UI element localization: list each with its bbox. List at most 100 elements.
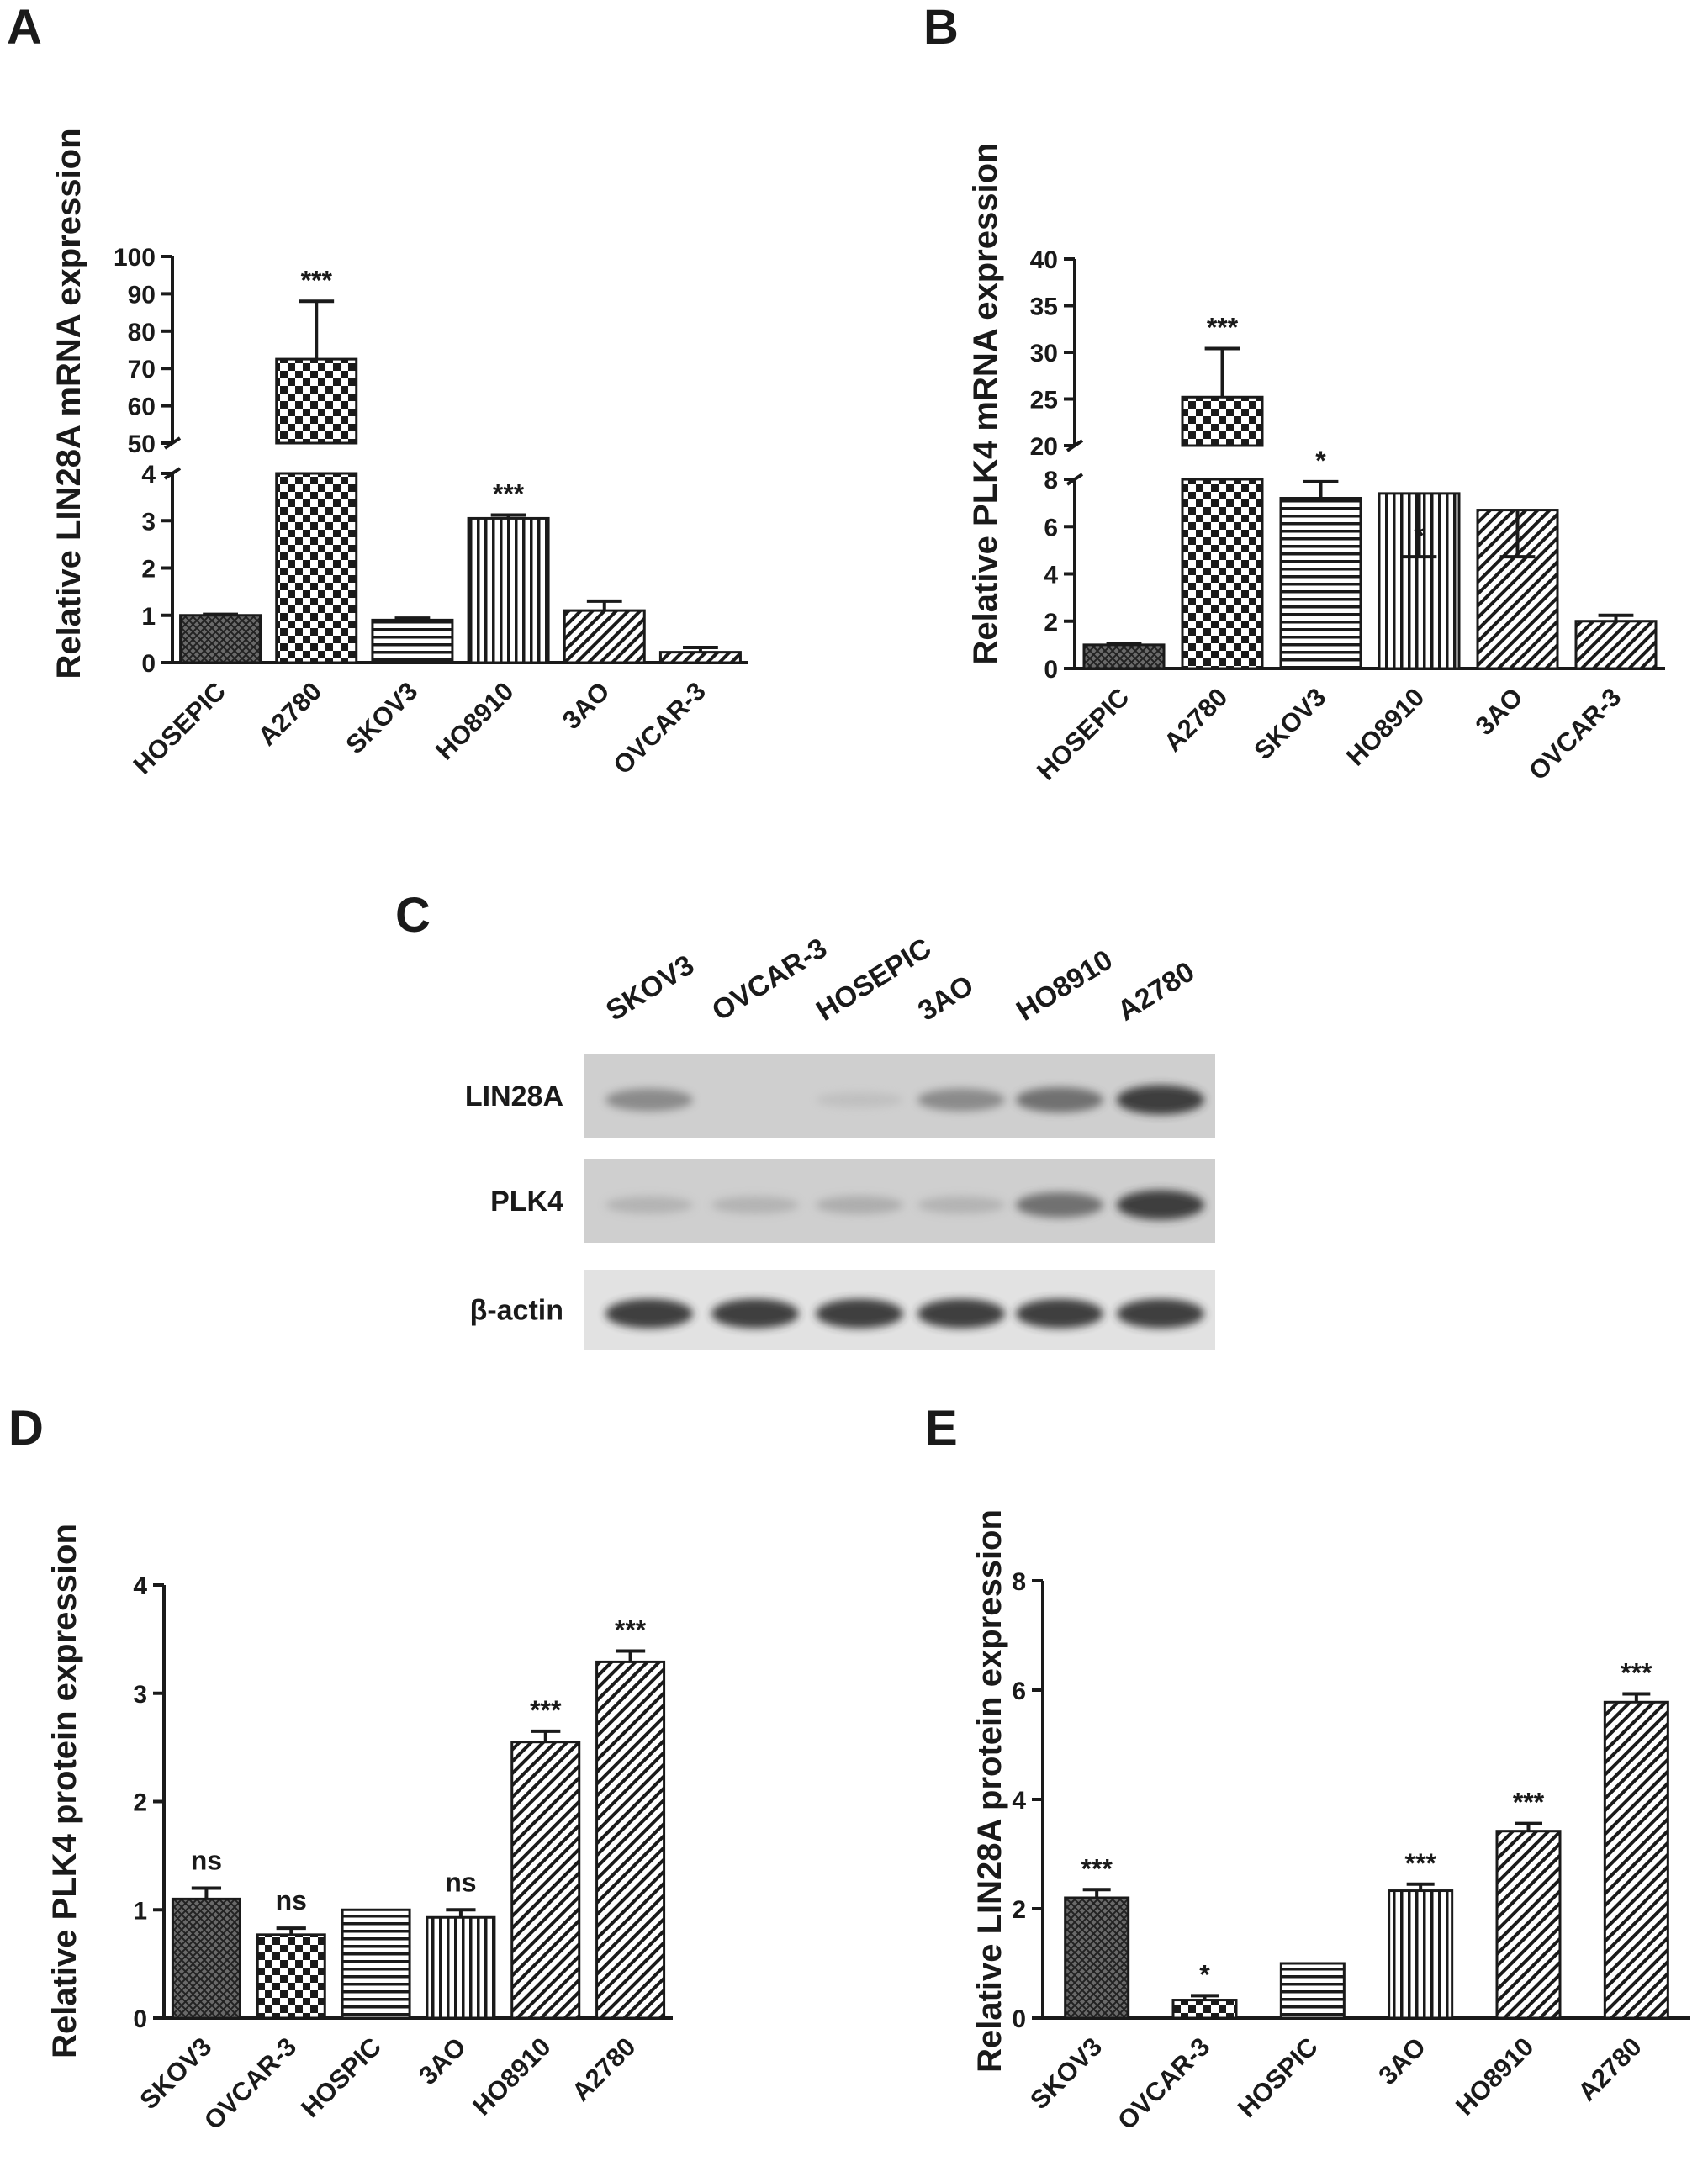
significance-label: ***	[1081, 1853, 1113, 1884]
x-category-label: 3AO	[1470, 682, 1529, 741]
bar-skov3	[171, 1897, 241, 2020]
x-category-label: HOSPIC	[295, 2032, 387, 2123]
bar-skov3	[1064, 1896, 1130, 2020]
bar-3ao	[1388, 1889, 1454, 2020]
x-category-label: HOSEPIC	[128, 676, 231, 779]
y-tick-label: 70	[128, 356, 156, 383]
x-category-label: HOSPIC	[1232, 2032, 1324, 2123]
y-tick-label: 30	[1030, 340, 1058, 367]
significance-label: ***	[530, 1695, 562, 1725]
x-category-label: HOSEPIC	[1031, 682, 1134, 785]
significance-label: ***	[1513, 1788, 1545, 1818]
panel-letter-e: E	[925, 1401, 958, 1456]
x-category-label: HO8910	[1340, 682, 1430, 771]
y-tick-label: 2	[1012, 1896, 1026, 1924]
bar-ovcar-3	[1171, 1999, 1238, 2020]
significance-label: ***	[1404, 1848, 1436, 1878]
x-category-label: A2780	[1572, 2032, 1647, 2106]
chart-panel-b: 0 2 4 6 8 20 25 30 35 40 Relative PLK4 mRNA expres…	[967, 143, 1665, 786]
blot-band	[605, 1196, 693, 1214]
bar-ho8910	[510, 1741, 581, 2020]
blot-band	[1016, 1192, 1103, 1218]
bar-3ao	[563, 609, 646, 664]
bar-skov3	[1279, 497, 1362, 670]
y-tick-label: 8	[1044, 467, 1058, 494]
y-tick-label: 3	[133, 1681, 147, 1709]
significance-label: ns	[191, 1846, 222, 1876]
y-tick-label: 1	[141, 603, 156, 631]
y-tick-label: 25	[1030, 387, 1058, 415]
blot-band	[1016, 1298, 1103, 1329]
bar-a2780-lower	[275, 472, 358, 664]
significance-label: *	[1315, 446, 1326, 476]
x-category-label: OVCAR-3	[1523, 682, 1626, 785]
blot-band	[605, 1088, 693, 1112]
x-category-label: HO8910	[430, 676, 519, 765]
x-category-label: SKOV3	[134, 2032, 217, 2115]
panel-letter-a: A	[7, 0, 42, 55]
panel-letter-c: C	[395, 888, 431, 943]
bar-a2780-lower	[1181, 478, 1264, 670]
bar-a2780	[1603, 1700, 1669, 2020]
blot-band	[711, 1196, 799, 1214]
blot-band	[816, 1091, 903, 1108]
blot-band	[816, 1196, 903, 1214]
y-tick-label: 4	[133, 1572, 147, 1600]
x-category-label: A2780	[1158, 682, 1233, 757]
chart-panel-d: 0 1 2 3 4 Relative PLK4 protein expression ns S…	[46, 1524, 673, 2136]
bar-a2780	[595, 1660, 666, 2020]
blot-lane-label: HO8910	[1011, 943, 1118, 1027]
y-tick-label: 4	[1012, 1787, 1026, 1815]
blot-band	[1117, 1190, 1204, 1220]
chart-panel-a: 0 1 2 3 4 50 60 70 80 90 100 Relative LIN28A mRNA e…	[50, 128, 748, 780]
significance-label: ***	[301, 265, 333, 295]
blot-band	[1016, 1087, 1103, 1112]
y-tick-label: 2	[133, 1789, 147, 1817]
x-category-label: HO8910	[1450, 2032, 1539, 2121]
x-category-label: A2780	[252, 676, 327, 751]
blot-strip	[584, 1159, 1215, 1243]
blot-row-label: LIN28A	[465, 1080, 563, 1112]
significance-label: ***	[1621, 1658, 1652, 1688]
bar-hospic	[341, 1908, 411, 2020]
y-tick-label: 8	[1012, 1568, 1026, 1596]
significance-label: ***	[1207, 313, 1239, 343]
y-tick-label: 4	[1044, 562, 1058, 589]
blot-lane-label: 3AO	[912, 970, 979, 1028]
blot-row-label: PLK4	[490, 1186, 563, 1218]
x-category-label: HO8910	[467, 2032, 556, 2121]
bar-a2780	[275, 357, 358, 445]
x-category-label: SKOV3	[1248, 682, 1331, 765]
y-tick-label: 0	[133, 2005, 147, 2033]
significance-label: ***	[493, 479, 525, 510]
x-category-label: OVCAR-3	[198, 2032, 302, 2135]
y-axis-title: Relative PLK4 protein expression	[46, 1524, 83, 2058]
x-category-label: SKOV3	[340, 676, 423, 759]
y-tick-label: 1	[133, 1897, 147, 1925]
y-tick-label: 6	[1012, 1678, 1026, 1705]
blot-row-label: β-actin	[470, 1295, 563, 1327]
y-tick-label: 0	[141, 650, 156, 678]
x-category-label: 3AO	[557, 676, 616, 735]
y-tick-label: 20	[1030, 433, 1058, 461]
blot-lane-label: HOSEPIC	[811, 932, 937, 1027]
bar-hosepic	[1082, 643, 1166, 670]
significance-label: ns	[445, 1867, 476, 1897]
bar-ho8910	[467, 516, 550, 664]
y-tick-label: 2	[141, 556, 156, 584]
blot-band	[816, 1298, 903, 1329]
significance-label: *	[1199, 1959, 1210, 1989]
blot-lane-label: SKOV3	[600, 948, 700, 1027]
bar-ovcar-3	[1574, 620, 1658, 670]
bar-ovcar-3	[658, 651, 742, 664]
blot-lane-label: A2780	[1112, 955, 1200, 1027]
y-tick-label: 90	[128, 281, 156, 309]
blot-band	[1117, 1085, 1204, 1115]
blot-band	[917, 1088, 1005, 1112]
blot-lane-label: OVCAR-3	[706, 932, 833, 1027]
y-tick-label: 0	[1044, 656, 1058, 684]
x-category-label: A2780	[566, 2032, 641, 2106]
